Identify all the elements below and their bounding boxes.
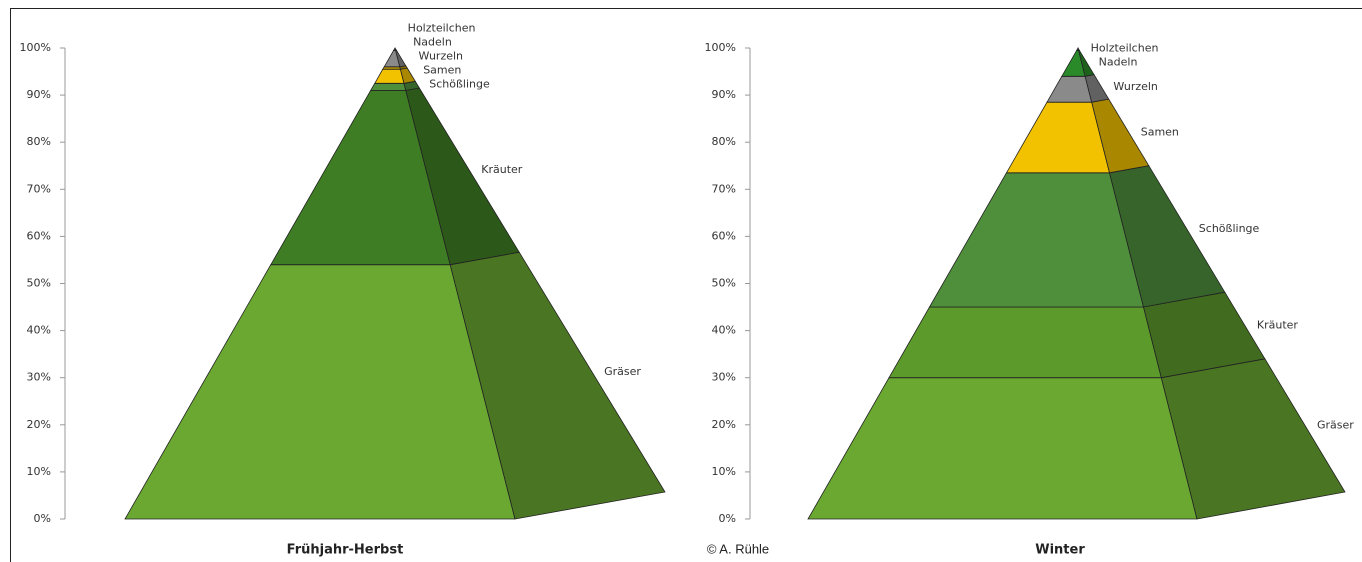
segment-label: Kräuter (481, 163, 523, 176)
frame (10, 8, 1362, 562)
y-tick-label: 80% (27, 135, 51, 148)
y-tick-label: 10% (27, 465, 51, 478)
y-tick-label: 70% (27, 182, 51, 195)
y-tick-label: 60% (712, 229, 736, 242)
pyramid-front (374, 68, 405, 84)
y-tick-label: 30% (712, 371, 736, 384)
segment-label: Nadeln (413, 36, 452, 49)
y-tick-label: 70% (712, 182, 736, 195)
segment-label: Holzteilchen (408, 22, 476, 35)
pyramid-front (928, 172, 1145, 308)
pyramid-side (1077, 47, 1080, 51)
segment-label: Holzteilchen (1091, 41, 1159, 54)
segment-label: Schößlinge (429, 78, 490, 91)
pyramid-front (124, 264, 516, 520)
category-label: Winter (1035, 543, 1085, 558)
y-tick-label: 50% (712, 277, 736, 290)
y-tick-label: 10% (712, 465, 736, 478)
pyramid-front (1046, 75, 1093, 103)
y-tick-label: 100% (705, 41, 736, 54)
y-tick-label: 20% (27, 418, 51, 431)
y-tick-label: 40% (712, 324, 736, 337)
pyramid-front (370, 82, 407, 91)
y-tick-label: 30% (27, 371, 51, 384)
segment-label: Samen (1141, 125, 1179, 138)
pyramid-front (807, 377, 1198, 520)
category-label: Frühjahr-Herbst (287, 543, 404, 558)
y-tick-label: 60% (27, 229, 51, 242)
y-tick-label: 90% (27, 88, 51, 101)
segment-label: Kräuter (1257, 319, 1299, 332)
segment-label: Samen (423, 64, 461, 77)
y-tick-label: 20% (712, 418, 736, 431)
segment-label: Schößlinge (1199, 222, 1260, 235)
pyramid-side (394, 47, 398, 51)
segment-label: Gräser (1317, 418, 1354, 431)
segment-label: Nadeln (1099, 55, 1138, 68)
segment-label: Wurzeln (1113, 80, 1158, 93)
credit: © A. Rühle (707, 541, 769, 556)
segment-label: Wurzeln (418, 50, 463, 63)
y-tick-label: 90% (712, 88, 736, 101)
segment-label: Gräser (604, 365, 641, 378)
y-tick-label: 50% (27, 277, 51, 290)
y-tick-label: 40% (27, 324, 51, 337)
pyramid-front (888, 306, 1162, 379)
y-tick-label: 80% (712, 135, 736, 148)
y-tick-label: 0% (34, 512, 51, 525)
y-tick-label: 0% (719, 512, 736, 525)
y-tick-label: 100% (20, 41, 51, 54)
